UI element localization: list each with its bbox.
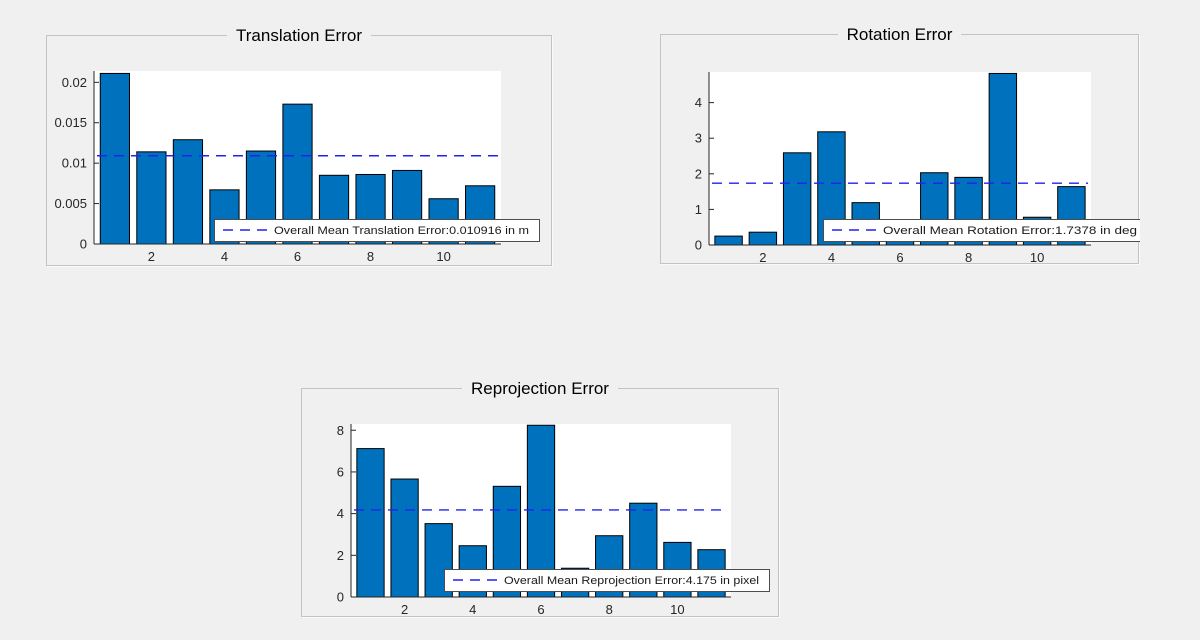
x-tick-label: 4 [469, 602, 476, 617]
x-tick-label: 10 [1030, 250, 1044, 265]
x-tick-label: 2 [401, 602, 408, 617]
y-tick-label: 0 [80, 237, 87, 252]
y-tick-label: 6 [337, 464, 344, 479]
x-tick-label: 6 [896, 250, 903, 265]
bar-9 [988, 72, 1018, 246]
translation-error-panel: Translation Error 0 0.005 0.01 0.015 0.02 2 4 6… [46, 25, 552, 266]
bar-3 [172, 139, 204, 245]
bar-2 [390, 478, 419, 598]
reprojection-error-chart: 0 2 4 6 8 2 4 6 8 10 Overall Mean Reprojection Err… [337, 423, 770, 617]
legend-label: Overall Mean Rotation Error:1.7378 in de… [883, 225, 1137, 237]
x-tick-label: 6 [537, 602, 544, 617]
x-tick-label: 10 [436, 249, 450, 264]
y-tick-label: 2 [337, 548, 344, 563]
bar-2 [136, 151, 167, 245]
plot-area [709, 72, 1091, 245]
y-tick-label: 1 [695, 202, 702, 217]
y-tick-label: 2 [695, 166, 702, 181]
translation-error-title: Translation Error [227, 25, 371, 46]
rotation-error-chart: 0 1 2 3 4 2 4 6 8 10 Overall Mean Rotation Error:1… [695, 72, 1140, 265]
x-tick-label: 10 [670, 602, 684, 617]
x-tick-label: 8 [965, 250, 972, 265]
legend-box [823, 219, 1140, 242]
y-tick-label: 0.015 [54, 115, 87, 130]
x-tick-label: 2 [759, 250, 766, 265]
legend-box [444, 569, 770, 592]
legend-label: Overall Mean Reprojection Error:4.175 in… [504, 575, 759, 587]
rotation-error-panel: Rotation Error 0 1 2 3 4 2 4 6 8 10 Overall Mean R… [660, 24, 1140, 265]
x-tick-label: 8 [367, 249, 374, 264]
y-tick-label: 0 [337, 590, 344, 605]
legend-label: Overall Mean Translation Error:0.010916 … [274, 225, 529, 237]
translation-error-chart: 0 0.005 0.01 0.015 0.02 2 4 6 8 10 Overall Mean Tr… [54, 71, 540, 264]
bar-2 [748, 231, 778, 246]
reprojection-error-title: Reprojection Error [462, 378, 618, 399]
y-tick-label: 4 [337, 506, 344, 521]
y-tick-label: 0.01 [62, 156, 87, 171]
bar-1 [714, 235, 743, 246]
y-tick-label: 8 [337, 423, 344, 438]
x-tick-label: 4 [828, 250, 835, 265]
bar-3 [782, 152, 812, 246]
x-tick-label: 4 [221, 249, 228, 264]
rotation-error-title: Rotation Error [837, 24, 962, 45]
x-tick-label: 2 [148, 249, 155, 264]
y-tick-label: 0.005 [54, 196, 87, 211]
legend-box [214, 219, 540, 242]
reprojection-error-panel: Reprojection Error 0 2 4 6 8 2 4 6 8 10 Overall Me… [301, 378, 779, 617]
bar-1 [99, 72, 130, 245]
y-tick-label: 3 [695, 131, 702, 146]
y-tick-label: 0 [695, 238, 702, 253]
y-tick-label: 0.02 [62, 75, 87, 90]
y-tick-label: 4 [695, 95, 702, 110]
bar-1 [356, 448, 385, 598]
x-tick-label: 8 [606, 602, 613, 617]
x-tick-label: 6 [294, 249, 301, 264]
